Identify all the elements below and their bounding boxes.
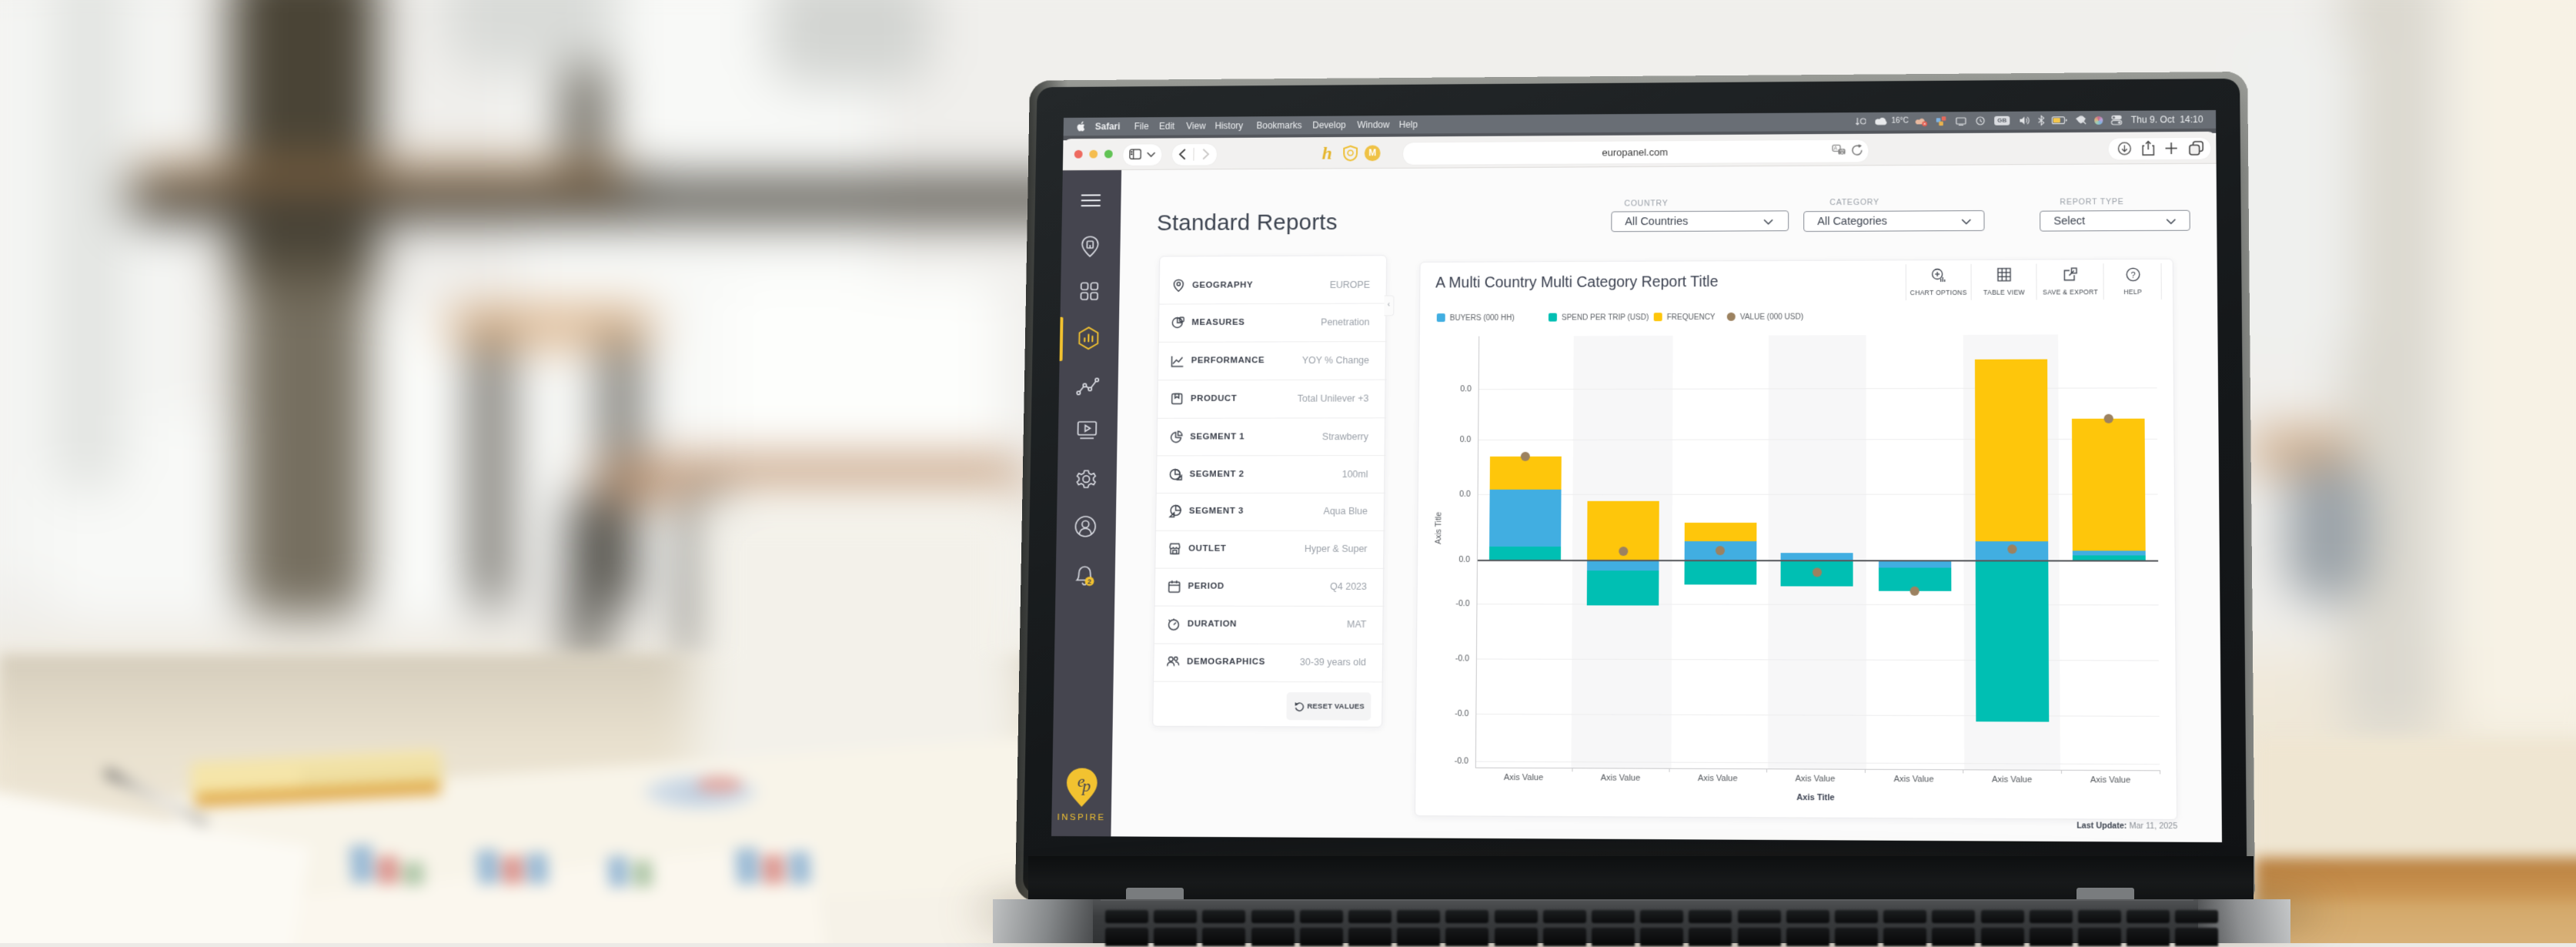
svg-text:2: 2 <box>1088 577 1091 585</box>
svg-text:A: A <box>1834 146 1838 152</box>
svg-text:文: 文 <box>1839 148 1845 155</box>
svg-text:p: p <box>1081 776 1091 795</box>
